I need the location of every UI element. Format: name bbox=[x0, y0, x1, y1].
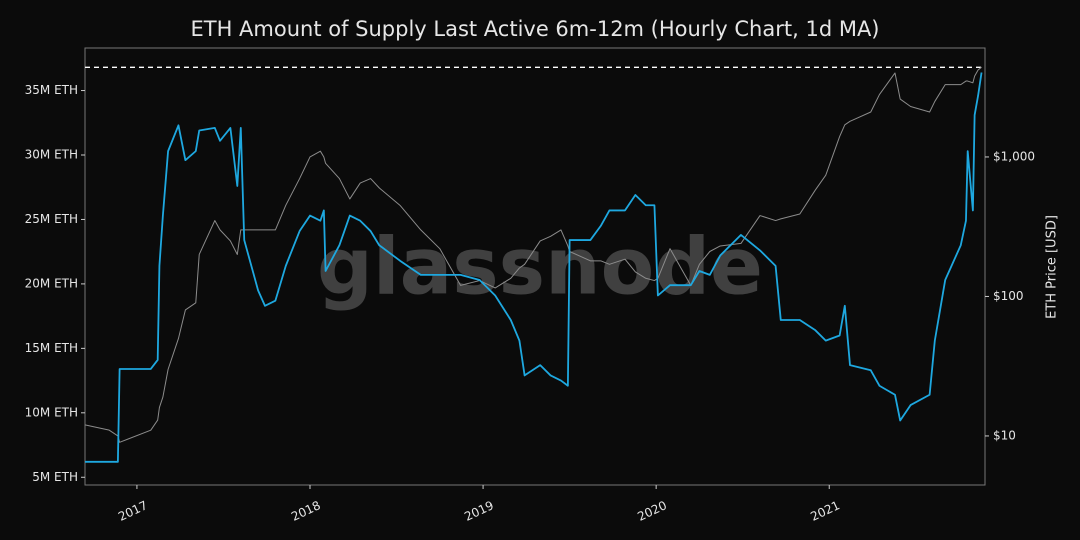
y-tick-label: 30M ETH bbox=[25, 147, 78, 161]
x-tick-label: 2017 bbox=[116, 498, 150, 524]
y-tick-label: 25M ETH bbox=[25, 212, 78, 226]
y2-tick-label: $100 bbox=[993, 289, 1024, 303]
watermark: glassnode bbox=[317, 222, 763, 312]
chart-title: ETH Amount of Supply Last Active 6m-12m … bbox=[190, 17, 879, 41]
y-tick-label: 5M ETH bbox=[32, 470, 78, 484]
price-line bbox=[84, 66, 982, 443]
y-tick-label: 35M ETH bbox=[25, 83, 78, 97]
y-tick-label: 20M ETH bbox=[25, 276, 78, 290]
x-tick-label: 2019 bbox=[462, 498, 496, 524]
x-tick-label: 2021 bbox=[808, 498, 842, 524]
y-tick-label: 10M ETH bbox=[25, 405, 78, 419]
x-tick-label: 2018 bbox=[289, 498, 323, 524]
supply-line bbox=[85, 72, 983, 463]
y2-tick-label: $1,000 bbox=[993, 149, 1035, 163]
y-tick-label: 15M ETH bbox=[25, 341, 78, 355]
plot-frame bbox=[84, 47, 986, 486]
y2-tick-label: $10 bbox=[993, 428, 1016, 442]
x-tick-label: 2020 bbox=[635, 498, 669, 524]
y2-axis-label: ETH Price [USD] bbox=[1045, 215, 1060, 319]
